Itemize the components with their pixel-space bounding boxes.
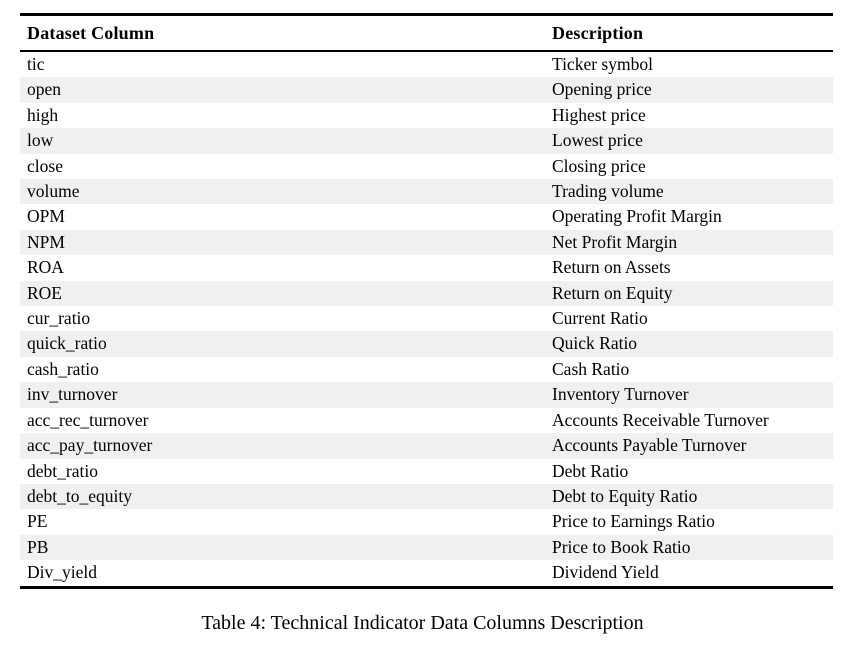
table-row: low Lowest price (20, 128, 833, 154)
description-cell: Operating Profit Margin (552, 206, 722, 227)
description-cell: Price to Earnings Ratio (552, 511, 715, 532)
table-row: debt_to_equity Debt to Equity Ratio (20, 483, 833, 510)
header-row: Dataset Column Description (20, 14, 833, 52)
description-cell: Quick Ratio (552, 333, 638, 354)
dataset-column-cell: PE (27, 511, 48, 532)
dataset-column-cell: tic (27, 54, 45, 74)
dataset-column-cell: inv_turnover (27, 384, 118, 405)
description-cell: Accounts Payable Turnover (552, 435, 747, 456)
dataset-column-cell: high (27, 104, 59, 125)
table-row: acc_pay_turnover Accounts Payable Turnove… (20, 433, 833, 459)
dataset-column-cell: cash_ratio (27, 358, 99, 379)
dataset-column-cell: acc_pay_turnover (27, 435, 153, 456)
table-row: OPM Operating Profit Margin (20, 204, 833, 229)
table-row: debt_ratio Debt Ratio (20, 459, 833, 484)
description-cell: Opening price (552, 79, 652, 100)
data-table-container: Dataset Column Description tic Ticker sym… (20, 13, 833, 589)
dataset-column-cell: debt_to_equity (27, 485, 132, 506)
dataset-column-cell: Div_yield (27, 562, 97, 583)
description-cell: Inventory Turnover (552, 384, 689, 405)
dataset-column-cell: OPM (27, 206, 65, 227)
table-row: tic Ticker symbol (20, 51, 833, 77)
dataset-column-cell: open (27, 79, 62, 100)
table-row: NPM Net Profit Margin (20, 229, 833, 256)
dataset-column-cell: ROE (27, 282, 62, 303)
dataset-column-cell: close (27, 155, 63, 176)
description-cell: Closing price (552, 155, 646, 176)
description-cell: Price to Book Ratio (552, 536, 691, 557)
description-cell: Debt Ratio (552, 460, 629, 481)
description-cell: Dividend Yield (552, 562, 659, 583)
table-row: PE Price to Earnings Ratio (20, 509, 833, 534)
description-cell: Return on Equity (552, 282, 673, 303)
table-row: high Highest price (20, 103, 833, 128)
table-row: cur_ratio Current Ratio (20, 306, 833, 331)
description-cell: Ticker symbol (552, 54, 653, 74)
table-body: tic Ticker symbol open Opening price high Hig… (20, 51, 833, 587)
description-cell: Highest price (552, 104, 646, 125)
dataset-column-cell: PB (27, 536, 49, 557)
indicator-table: Dataset Column Description tic Ticker sym… (20, 13, 833, 589)
table-row: volume Trading volume (20, 179, 833, 205)
table-row: acc_rec_turnover Accounts Receivable Turn… (20, 408, 833, 433)
table-caption: Table 4: Technical Indicator Data Column… (201, 612, 644, 634)
table-row: quick_ratio Quick Ratio (20, 331, 833, 357)
description-cell: Debt to Equity Ratio (552, 485, 698, 506)
description-cell: Return on Assets (552, 257, 671, 278)
dataset-column-cell: low (27, 130, 54, 151)
dataset-column-cell: ROA (27, 257, 64, 278)
table-row: open Opening price (20, 77, 833, 103)
table-row: inv_turnover Inventory Turnover (20, 382, 833, 408)
dataset-column-cell: debt_ratio (27, 460, 98, 481)
table-row: PB Price to Book Ratio (20, 534, 833, 561)
table-row: Div_yield Dividend Yield (20, 560, 833, 587)
dataset-column-cell: quick_ratio (27, 333, 107, 354)
description-cell: Cash Ratio (552, 358, 630, 379)
description-cell: Lowest price (552, 130, 643, 151)
description-cell: Net Profit Margin (552, 231, 678, 252)
description-cell: Accounts Receivable Turnover (552, 409, 769, 430)
dataset-column-cell: acc_rec_turnover (27, 409, 149, 430)
dataset-column-cell: cur_ratio (27, 308, 91, 329)
table-row: cash_ratio Cash Ratio (20, 357, 833, 382)
table-row: ROA Return on Assets (20, 255, 833, 280)
table-row: close Closing price (20, 154, 833, 179)
dataset-column-cell: NPM (27, 231, 65, 252)
column-header-dataset-column: Dataset Column (20, 14, 545, 52)
table-row: ROE Return on Equity (20, 280, 833, 307)
description-cell: Trading volume (552, 181, 664, 202)
dataset-column-cell: volume (27, 181, 80, 202)
table-header: Dataset Column Description (20, 14, 833, 52)
description-cell: Current Ratio (552, 308, 648, 329)
column-header-description: Description (545, 14, 833, 52)
